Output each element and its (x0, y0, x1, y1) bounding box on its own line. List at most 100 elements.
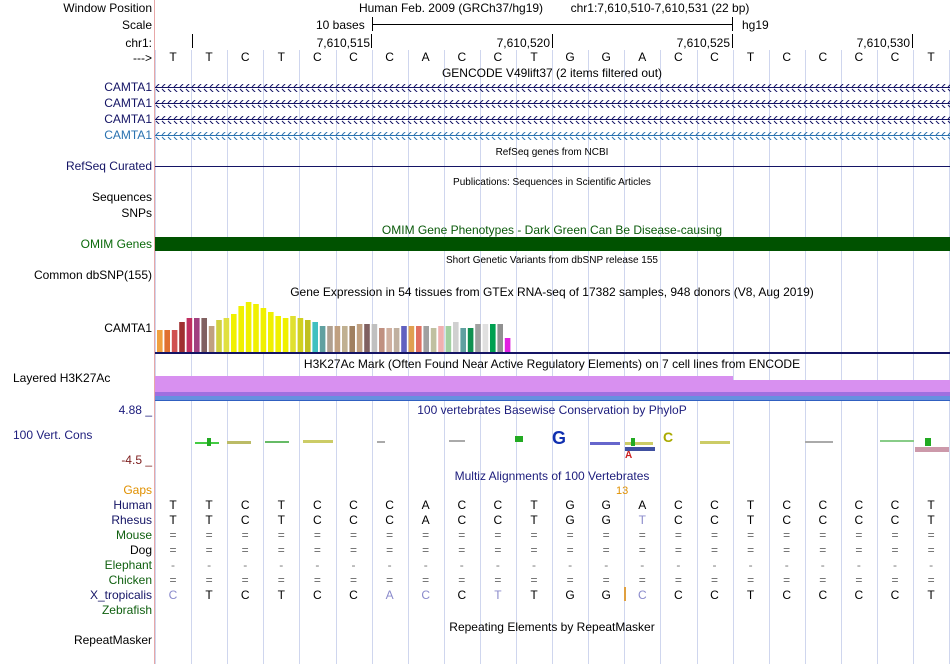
alignment-base: T (205, 513, 213, 527)
gtex-tissue-bar (164, 330, 170, 352)
alignment-base: - (893, 558, 897, 572)
alignment-base: = (927, 573, 935, 587)
h3k27ac-title: H3K27Ac Mark (Often Found Near Active Re… (303, 357, 801, 371)
alignment-base: = (277, 543, 285, 557)
alignment-base: = (458, 543, 466, 557)
gencode-item-label[interactable]: CAMTA1 (104, 128, 152, 142)
alignment-base: A (421, 498, 430, 512)
label-divider (154, 0, 155, 664)
gencode-item-label[interactable]: CAMTA1 (104, 80, 152, 94)
species-mouse-label[interactable]: Mouse (115, 528, 152, 542)
alignment-base: G (601, 498, 611, 512)
alignment-base: = (855, 528, 863, 542)
alignment-base: = (638, 573, 646, 587)
alignment-base: = (819, 573, 827, 587)
alignment-base: = (710, 528, 718, 542)
gtex-tissue-bar (186, 318, 193, 352)
reference-base: A (638, 50, 647, 64)
alignment-base: - (748, 558, 753, 572)
gtex-title: Gene Expression in 54 tissues from GTEx … (290, 285, 814, 299)
alignment-base: C (782, 588, 792, 602)
assembly-title: Human Feb. 2009 (GRCh37/hg19) (358, 1, 544, 15)
gencode-title: GENCODE V49lift37 (2 items filtered out) (441, 66, 663, 80)
ruler-tick (371, 34, 372, 48)
alignment-base: T (927, 498, 935, 512)
species-rhesus-label[interactable]: Rhesus (111, 513, 152, 527)
species-chicken-label[interactable]: Chicken (108, 573, 152, 587)
alignment-base: C (240, 513, 250, 527)
alignment-base: = (747, 573, 755, 587)
alignment-base: C (710, 513, 719, 527)
alignment-base: G (565, 498, 575, 512)
gencode-item-label[interactable]: CAMTA1 (104, 96, 152, 110)
gtex-tissue-bar (467, 328, 474, 352)
gtex-tissue-bar (497, 324, 503, 352)
gtex-baseline (155, 352, 950, 354)
gtex-tissue-bar (268, 312, 274, 352)
snps-label[interactable]: SNPs (121, 206, 152, 220)
ruler-tick (192, 34, 193, 48)
reference-base: C (782, 50, 792, 64)
svg-text:G: G (552, 428, 566, 448)
alignment-base: - (532, 558, 536, 572)
species-xtropicalis-label[interactable]: X_tropicalis (89, 588, 152, 602)
gtex-tissue-bar (245, 302, 252, 352)
alignment-base: T (530, 513, 538, 527)
insertion-marker (624, 587, 626, 601)
gtex-tissue-bar (445, 326, 452, 352)
refseq-label[interactable]: RefSeq Curated (65, 159, 152, 173)
dbsnp-label[interactable]: Common dbSNP(155) (33, 268, 152, 282)
repeatmasker-label[interactable]: RepeatMasker (73, 633, 152, 647)
alignment-base: = (891, 543, 899, 557)
species-dog-label[interactable]: Dog (129, 543, 152, 557)
alignment-base: C (710, 588, 719, 602)
alignment-base: A (638, 498, 647, 512)
h3k27ac-signal[interactable] (155, 376, 950, 402)
alignment-base: - (640, 558, 645, 572)
h3k27ac-label[interactable]: Layered H3K27Ac (13, 371, 111, 385)
gtex-label[interactable]: CAMTA1 (104, 321, 152, 335)
publications-label[interactable]: Sequences (91, 190, 152, 204)
transcript-strand (155, 132, 950, 140)
alignment-base: C (854, 513, 864, 527)
species-human-label[interactable]: Human (113, 498, 152, 512)
alignment-base: = (169, 573, 177, 587)
gtex-tissue-bar (223, 318, 230, 352)
alignment-base: = (241, 543, 249, 557)
omim-gene-bar[interactable] (155, 237, 950, 251)
alignment-base: = (313, 543, 321, 557)
gtex-tissue-bar (312, 322, 318, 352)
gtex-bar-chart[interactable] (155, 298, 950, 354)
omim-label[interactable]: OMIM Genes (80, 237, 152, 251)
alignment-base: T (205, 588, 213, 602)
alignment-base: C (349, 498, 358, 512)
gtex-tissue-bar (386, 328, 392, 352)
reference-base: C (854, 50, 864, 64)
reference-base: C (240, 50, 250, 64)
conservation-logo[interactable]: G C A (155, 420, 950, 465)
gtex-tissue-bar (482, 324, 489, 352)
alignment-base: = (530, 543, 538, 557)
alignment-base: G (601, 513, 611, 527)
refseq-line[interactable] (155, 166, 950, 167)
ruler-label: 7,610,530 (856, 36, 910, 50)
conservation-label[interactable]: 100 Vert. Cons (13, 428, 93, 442)
gtex-tissue-bar (201, 318, 207, 352)
alignment-base: = (891, 528, 899, 542)
alignment-base: C (854, 588, 864, 602)
reference-base: A (421, 50, 430, 64)
alignment-base: - (676, 558, 681, 572)
gencode-transcripts[interactable] (155, 80, 950, 142)
alignment-base: T (746, 498, 755, 512)
species-zebrafish-label[interactable]: Zebrafish (101, 603, 152, 617)
alignment-base: C (349, 588, 358, 602)
species-elephant-label[interactable]: Elephant (104, 558, 152, 572)
gtex-tissue-bar (393, 328, 400, 352)
alignment-base: T (927, 588, 935, 602)
alignment-base: C (313, 588, 322, 602)
alignment-base: = (674, 543, 682, 557)
gencode-item-label[interactable]: CAMTA1 (104, 112, 152, 126)
alignment-base: = (710, 543, 718, 557)
reference-base: C (349, 50, 358, 64)
